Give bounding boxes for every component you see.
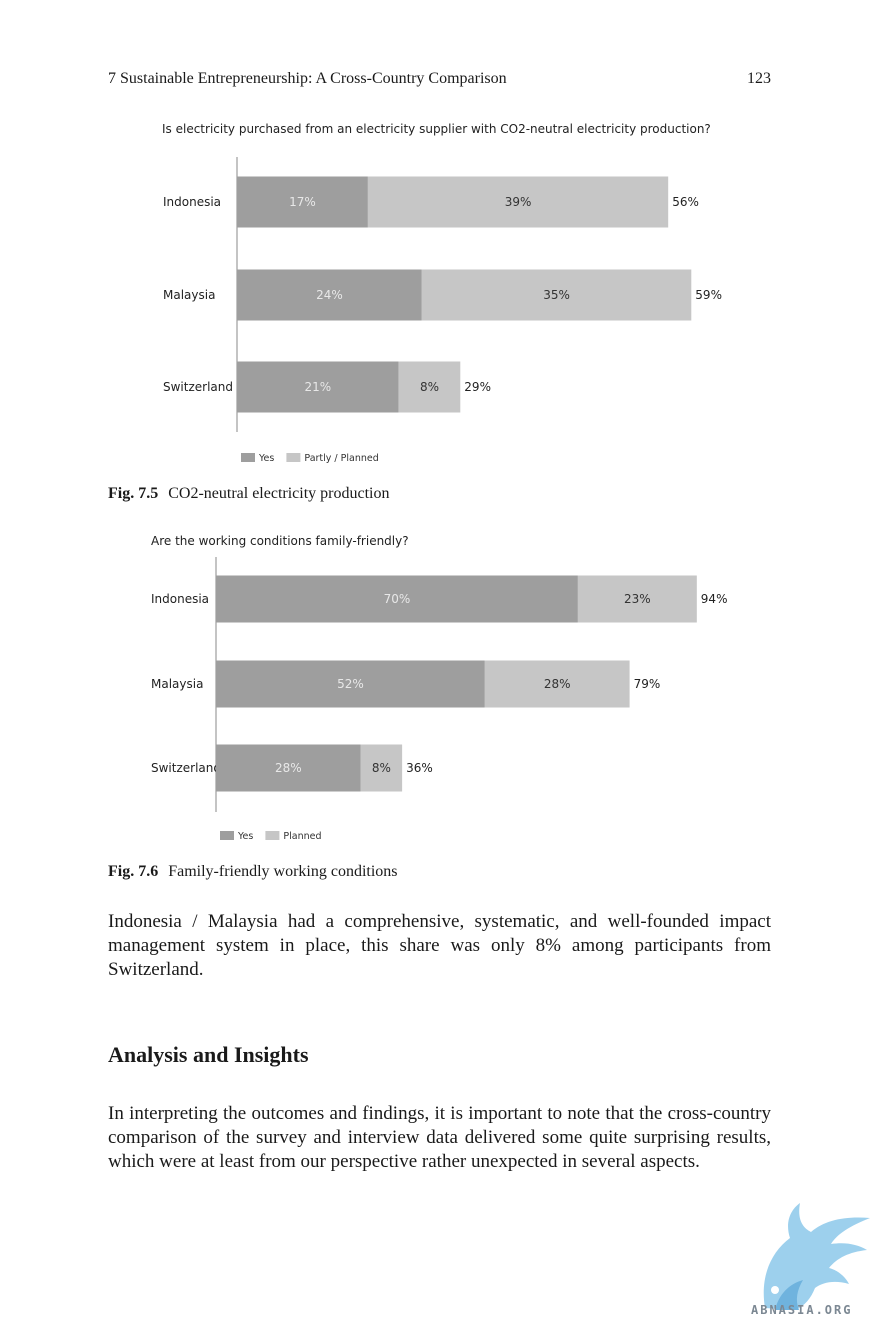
legend-swatch [220,831,234,840]
data-label: 70% [384,592,411,606]
figure-caption-7-5: Fig. 7.5 CO2-neutral electricity producti… [108,485,389,503]
data-label: 8% [420,380,439,394]
data-label: 23% [624,592,651,606]
total-label: 59% [695,288,722,302]
data-label: 39% [505,195,532,209]
figure-caption-7-6: Fig. 7.6 Family-friendly working conditio… [108,863,398,881]
bar-segment [367,176,669,228]
page-number: 123 [747,70,771,87]
total-label: 94% [701,592,728,606]
bar-segment [216,744,361,792]
bar-segment [237,269,422,321]
bar-segment [484,660,630,708]
bar-segment [421,269,692,321]
figure-caption-text: Family-friendly working conditions [168,863,398,880]
legend-entry: Planned [283,831,321,842]
running-header: 7 Sustainable Entrepreneurship: A Cross-… [108,70,771,92]
legend-swatch [265,831,280,840]
watermark-text: ABNASIA.ORG [751,1303,853,1317]
figure-label: Fig. 7.6 [108,863,159,880]
data-label: 24% [316,288,343,302]
data-label: 28% [275,761,302,775]
chart-2-title: Are the working conditions family-friend… [151,534,409,548]
data-label: 52% [337,677,364,691]
legend-entry: Yes [237,831,253,842]
data-label: 21% [305,380,332,394]
bar-segment [216,660,485,708]
paragraph: In interpreting the outcomes and finding… [108,1103,771,1172]
watermark-bird-logo [763,1203,870,1310]
paragraph: Indonesia / Malaysia had a comprehensive… [108,911,771,980]
chapter-title: 7 Sustainable Entrepreneurship: A Cross-… [108,70,507,87]
legend-swatch [286,453,301,462]
category-label: Switzerland [151,761,221,775]
category-label: Malaysia [163,288,215,302]
category-label: Switzerland [163,380,233,394]
legend-entry: Partly / Planned [304,453,378,464]
data-label: 17% [289,195,316,209]
legend-entry: Yes [258,453,274,464]
figure-caption-text: CO2-neutral electricity production [168,485,390,502]
legend-swatch [241,453,255,462]
bar-segment [398,361,461,413]
bar-segment [577,575,697,623]
category-label: Malaysia [151,677,203,691]
total-label: 29% [464,380,491,394]
total-label: 36% [406,761,433,775]
total-label: 79% [634,677,661,691]
figure-label: Fig. 7.5 [108,485,159,502]
bar-segment [237,361,399,413]
bar-segment [360,744,403,792]
bar-segment [237,176,368,228]
section-heading: Analysis and Insights [108,1042,309,1067]
chart-1-title: Is electricity purchased from an electri… [162,122,711,136]
total-label: 56% [672,195,699,209]
bar-segment [216,575,578,623]
data-label: 35% [543,288,570,302]
category-label: Indonesia [151,592,209,606]
category-label: Indonesia [163,195,221,209]
data-label: 28% [544,677,571,691]
data-label: 8% [372,761,391,775]
